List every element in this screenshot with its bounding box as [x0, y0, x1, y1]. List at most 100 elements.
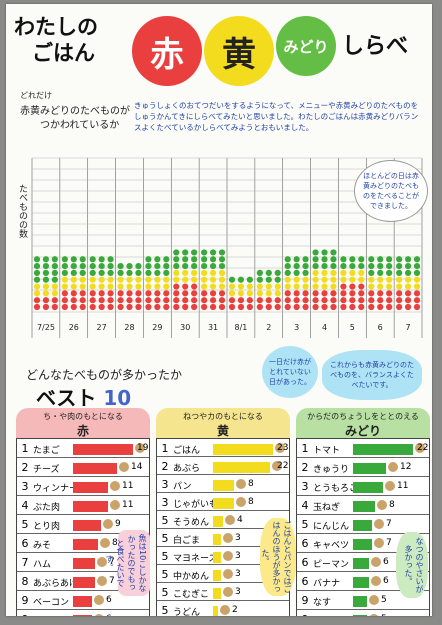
dot-赤 [396, 303, 403, 311]
subtitle-main: 赤黄みどりのたべものが [20, 106, 130, 117]
dot-みどり [377, 256, 384, 263]
count-value: 3 [235, 551, 241, 561]
ranking-row: 9わかめ 6 [17, 610, 149, 616]
dot-黄 [321, 269, 328, 276]
dot-赤 [330, 297, 337, 304]
food-icon [236, 497, 246, 507]
count-value: 7 [109, 557, 115, 567]
dot-黄 [89, 283, 96, 290]
dot-赤 [163, 303, 170, 311]
count-bar [353, 558, 369, 569]
dot-黄 [349, 276, 356, 283]
food-name: ごはん [173, 446, 201, 456]
count-value: 8 [248, 497, 254, 507]
dot-みどり [340, 256, 347, 263]
ranking-row: 8 あぶらあげ 7 [17, 572, 149, 591]
dot-黄 [61, 283, 68, 290]
dot-赤 [358, 297, 365, 304]
dot-黄 [368, 283, 375, 290]
dot-みどり [163, 269, 170, 276]
dot-黄 [302, 283, 309, 290]
food-name: 白ごま [173, 536, 201, 546]
ranking-row: 6 ピーマン 6 [297, 553, 429, 572]
x-tick-label: 27 [97, 323, 107, 332]
food-icon [272, 461, 282, 471]
dot-黄 [117, 283, 124, 290]
dot-黄 [330, 269, 337, 276]
food-name: わかめ [33, 614, 60, 616]
dot-赤 [209, 297, 217, 304]
dot-赤 [209, 290, 217, 297]
dot-黄 [173, 276, 180, 283]
food-name: あぶらあげ [33, 579, 79, 589]
dot-赤 [89, 297, 96, 304]
dot-みどり [51, 276, 58, 283]
dot-赤 [312, 303, 319, 311]
count-bar [73, 463, 117, 474]
count-bar [353, 520, 372, 531]
count-value: 8 [112, 538, 118, 548]
dot-赤 [33, 297, 41, 304]
dot-赤 [413, 297, 421, 304]
count-bar [213, 606, 218, 616]
count-bar [353, 463, 386, 474]
title-line2: ごはん [32, 41, 95, 65]
rank-number: 3 [21, 480, 29, 493]
dot-赤 [321, 290, 328, 297]
ranking-row: 3 とうもろこし 11 [297, 477, 429, 496]
count-bar [73, 577, 95, 588]
food-icon [371, 576, 381, 586]
count-value: 19 [137, 443, 149, 453]
dot-赤 [349, 303, 356, 311]
rank-number: 5 [161, 586, 169, 599]
count-value: 11 [122, 481, 134, 491]
dot-みどり [293, 256, 300, 263]
count-value: 6 [383, 576, 389, 586]
dot-黄 [358, 269, 365, 276]
count-bar [73, 558, 95, 569]
dot-みどり [154, 256, 161, 263]
dot-黄 [154, 276, 161, 283]
food-icon [223, 533, 233, 543]
dot-黄 [293, 276, 300, 283]
dot-みどり [358, 256, 365, 263]
food-icon [225, 515, 235, 525]
rank-number: 6 [301, 537, 309, 550]
dot-赤 [228, 303, 236, 311]
dot-赤 [201, 297, 208, 304]
count-bar [213, 516, 223, 527]
dot-赤 [358, 290, 365, 297]
dot-みどり [98, 256, 105, 263]
dot-黄 [98, 283, 105, 290]
dot-赤 [154, 297, 161, 304]
food-name: ウィンナー [33, 484, 79, 494]
dot-みどり [117, 269, 124, 276]
dot-みどり [163, 256, 170, 263]
dot-みどり [191, 249, 198, 256]
dot-みどり [330, 256, 337, 263]
dot-赤 [237, 303, 245, 311]
count-value: 11 [122, 500, 134, 510]
dot-黄 [51, 283, 58, 290]
dot-みどり [33, 256, 41, 263]
dot-みどり [79, 256, 86, 263]
dot-みどり [330, 249, 337, 256]
panel-header-small: からだのちょうしをととのえる [307, 412, 419, 421]
food-name: とうもろこし [313, 484, 368, 494]
dot-赤 [368, 290, 375, 297]
x-tick-label: 29 [152, 323, 162, 332]
dot-赤 [349, 290, 356, 297]
dot-みどり [368, 256, 375, 263]
dot-赤 [51, 297, 58, 304]
dot-みどり [70, 256, 77, 263]
dot-みどり [126, 269, 133, 276]
dot-みどり [126, 262, 133, 270]
count-value: 14 [131, 462, 143, 472]
dot-赤 [201, 303, 208, 311]
dot-赤 [98, 290, 105, 297]
dot-赤 [173, 297, 180, 304]
ranking-row: 5 こむぎこ 3 [157, 583, 289, 601]
dot-黄 [349, 269, 356, 276]
food-name: トマト [313, 446, 341, 456]
dot-赤 [274, 303, 281, 311]
